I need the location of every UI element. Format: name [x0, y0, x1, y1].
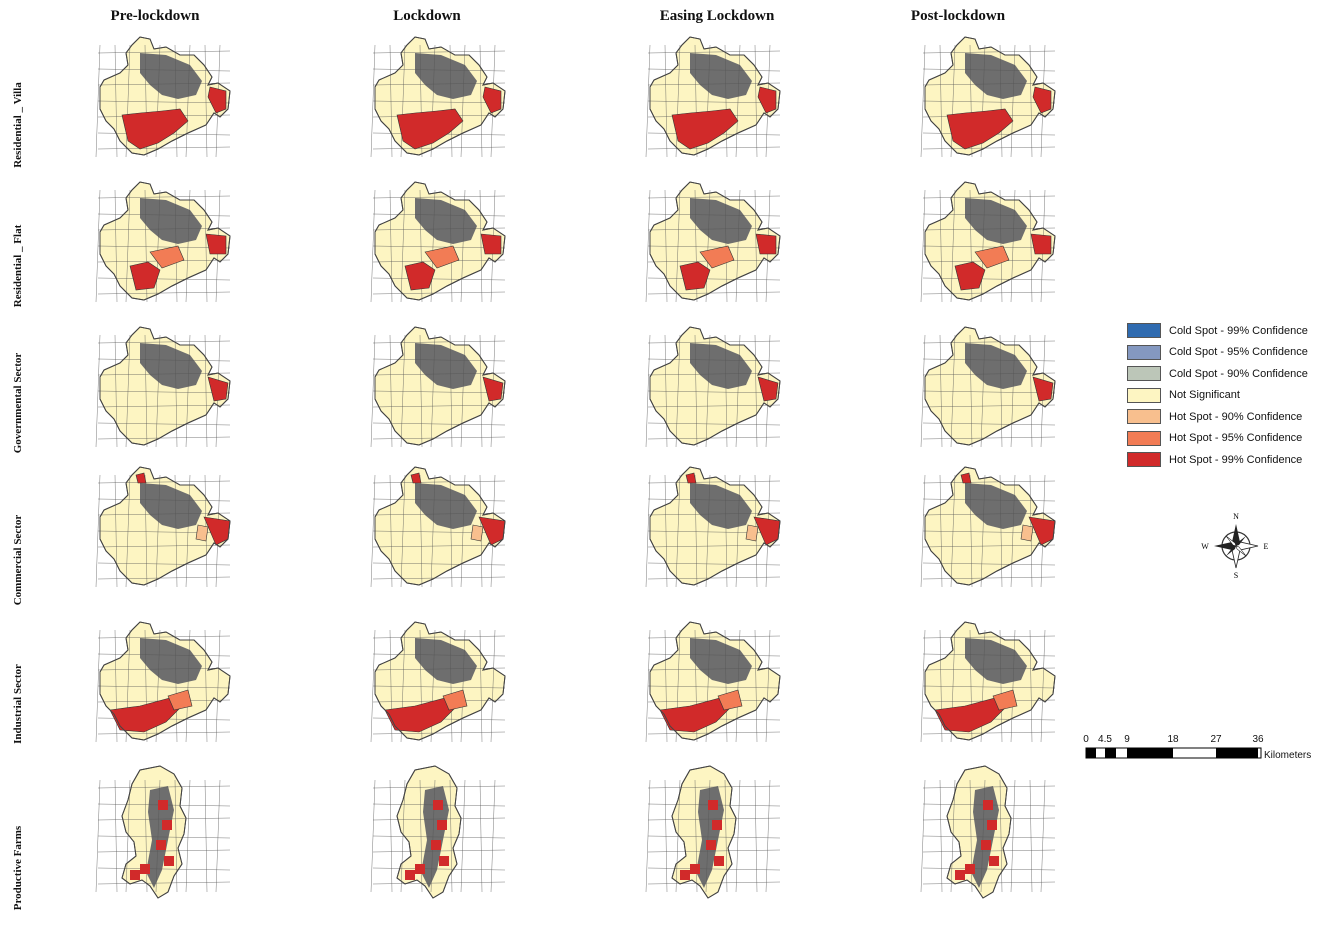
hotspot-map	[620, 760, 790, 900]
legend-item: Cold Spot - 90% Confidence	[1127, 363, 1308, 385]
legend-swatch	[1127, 323, 1161, 339]
compass-e: E	[1264, 542, 1269, 551]
hotspot-map	[70, 315, 240, 455]
legend-item: Cold Spot - 99% Confidence	[1127, 320, 1308, 342]
hotspot-map	[70, 455, 240, 595]
hotspot-map	[620, 170, 790, 310]
hotspot-map	[345, 25, 515, 165]
row-label-governmental-sector: Governmental Sector	[12, 352, 24, 454]
column-header-easing-lockdown: Easing Lockdown	[659, 8, 775, 24]
hotspot-map	[620, 25, 790, 165]
legend-swatch	[1127, 430, 1161, 446]
legend-label: Cold Spot - 95% Confidence	[1169, 346, 1308, 359]
hotspot-map	[345, 455, 515, 595]
legend-swatch	[1127, 409, 1161, 425]
hotspot-map	[70, 170, 240, 310]
legend-item: Hot Spot - 95% Confidence	[1127, 428, 1308, 450]
hotspot-map	[895, 610, 1065, 750]
hotspot-map	[345, 315, 515, 455]
legend-item: Cold Spot - 95% Confidence	[1127, 342, 1308, 364]
row-label-productive-farms: Productive Farms	[12, 825, 24, 911]
legend-label: Hot Spot - 99% Confidence	[1169, 453, 1303, 466]
row-label-residential-flat: Residential _ Flat	[12, 224, 24, 308]
legend-item: Not Significant	[1127, 385, 1308, 407]
hotspot-map	[620, 315, 790, 455]
column-header-pre-lockdown: Pre-lockdown	[110, 8, 200, 24]
compass-s: S	[1234, 571, 1238, 580]
legend-label: Cold Spot - 99% Confidence	[1169, 324, 1308, 337]
hotspot-map	[620, 455, 790, 595]
column-header-lockdown: Lockdown	[393, 8, 461, 24]
scale-unit: Kilometers	[1264, 750, 1311, 761]
legend-item: Hot Spot - 99% Confidence	[1127, 449, 1308, 471]
legend-swatch	[1127, 344, 1161, 360]
legend-label: Not Significant	[1169, 389, 1240, 402]
legend: Cold Spot - 99% Confidence Cold Spot - 9…	[1127, 320, 1308, 471]
legend-label: Hot Spot - 95% Confidence	[1169, 432, 1303, 445]
hotspot-map	[70, 760, 240, 900]
scale-tick-label: 18	[1167, 734, 1179, 745]
scale-tick-label: 27	[1210, 734, 1222, 745]
compass-n: N	[1233, 512, 1239, 521]
hotspot-map	[895, 455, 1065, 595]
legend-swatch	[1127, 387, 1161, 403]
row-label-industrial-sector: Industrial Sector	[12, 664, 24, 744]
row-label-commercial-sector: Commercial Sector	[12, 514, 24, 606]
row-label-residential-villa: Residential _ Villa	[12, 82, 24, 168]
hotspot-map	[895, 760, 1065, 900]
scale-tick-label: 36	[1252, 734, 1264, 745]
column-header-post-lockdown: Post-lockdown	[910, 8, 1006, 24]
hotspot-map	[895, 25, 1065, 165]
compass-w: W	[1201, 542, 1209, 551]
scale-tick-label: 9	[1124, 734, 1130, 745]
hotspot-map	[345, 170, 515, 310]
hotspot-map	[620, 610, 790, 750]
scale-tick-label: 4.5	[1098, 734, 1112, 745]
hotspot-map	[345, 760, 515, 900]
hotspot-map	[895, 315, 1065, 455]
legend-label: Hot Spot - 90% Confidence	[1169, 410, 1303, 423]
hotspot-map	[345, 610, 515, 750]
hotspot-map	[895, 170, 1065, 310]
legend-label: Cold Spot - 90% Confidence	[1169, 367, 1308, 380]
scale-tick-label: 0	[1083, 734, 1089, 745]
legend-swatch	[1127, 366, 1161, 382]
hotspot-map	[70, 25, 240, 165]
hotspot-map	[70, 610, 240, 750]
north-arrow-compass-icon: N S E W	[1196, 510, 1276, 580]
legend-swatch	[1127, 452, 1161, 468]
legend-item: Hot Spot - 90% Confidence	[1127, 406, 1308, 428]
scale-bar: 0 4.5 9 18 27 36 Kilometers	[1083, 731, 1333, 771]
